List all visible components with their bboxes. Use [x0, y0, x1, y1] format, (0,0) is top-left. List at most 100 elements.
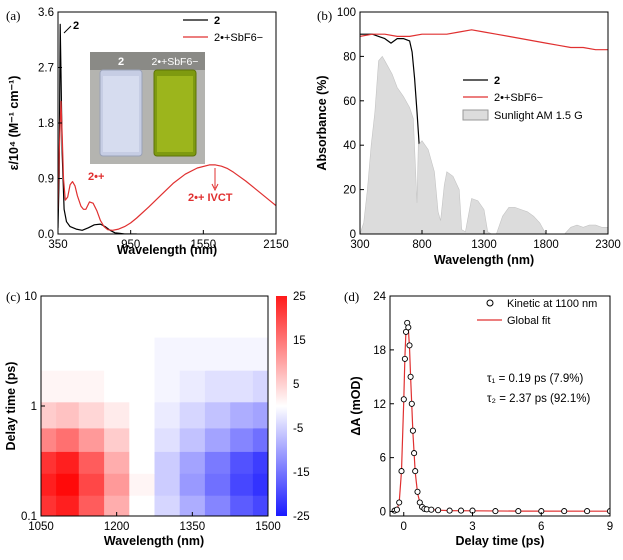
- panel-d-data-point: [406, 342, 413, 349]
- heatmap-cell: [78, 370, 105, 403]
- heatmap-cell: [154, 401, 181, 429]
- heatmap-cell: [129, 451, 156, 474]
- heatmap-cell: [129, 473, 156, 496]
- panel-d-ytick-label: 24: [373, 291, 386, 303]
- heatmap-cell: [104, 296, 130, 338]
- heatmap-cell: [78, 473, 105, 496]
- vial-photo-label-2: 2: [118, 56, 124, 68]
- heatmap-cell: [179, 337, 206, 371]
- heatmap-cell: [104, 451, 130, 474]
- heatmap-cell: [179, 495, 206, 516]
- colorbar-tick-label: -5: [293, 423, 303, 435]
- heatmap-cell: [56, 370, 80, 403]
- panel-d-data-point: [435, 507, 442, 514]
- panel-d-xlabel: Delay time (ps): [456, 534, 545, 548]
- heatmap-cell: [154, 370, 181, 403]
- panel-d-ytick-label: 12: [373, 399, 386, 411]
- heatmap-cell: [154, 427, 181, 452]
- heatmap-cell: [179, 401, 206, 429]
- panel-d-data-point: [400, 396, 407, 403]
- colorbar: [276, 296, 287, 516]
- panel-d-data-point: [457, 507, 465, 514]
- heatmap-cell: [56, 337, 80, 371]
- annotation-2: 2: [73, 20, 79, 32]
- heatmap-cell: [252, 473, 268, 496]
- panel-b-series-line-1: [360, 29, 608, 51]
- panel-b-ytick-label: 20: [343, 185, 356, 197]
- tau2-annotation: τ₂ = 2.37 ps (92.1%): [487, 393, 590, 405]
- panel-d-data-point: [446, 507, 453, 514]
- heatmap-cell: [154, 473, 181, 496]
- heatmap-cell: [204, 337, 231, 371]
- panel-b-ytick-label: 100: [337, 7, 356, 19]
- vial-neutral-solution: [103, 76, 139, 152]
- panel-d-data-point: [492, 508, 499, 515]
- panel-c-heatmap: [41, 296, 268, 516]
- panel-a-ticks: 350 950 1550 2150 0.0 0.9 1.8 2.7 3.6: [38, 7, 289, 251]
- heatmap-cell: [104, 370, 130, 403]
- panel-a: (a) 350 950 1550 2150 0.0 0.9 1.8 2.7 3.6 Wavele…: [6, 7, 289, 257]
- heatmap-cell: [252, 495, 268, 516]
- vial-radical-solution: [157, 76, 193, 152]
- panel-c: (c) 1050 1200 1350 1500 0.1 1 10 Wavelength (n…: [4, 289, 310, 548]
- colorbar-ticks: 25 15 5 -5 -15 -25: [293, 291, 310, 523]
- heatmap-cell: [41, 495, 57, 516]
- panel-d-data-point: [393, 506, 400, 513]
- annotation-radical: 2•+: [88, 171, 104, 183]
- panel-d-data-point: [412, 468, 419, 475]
- panel-a-series-line-0: [58, 23, 137, 234]
- panel-d-ytick-label: 18: [373, 345, 386, 357]
- heatmap-cell: [230, 296, 254, 338]
- panel-d-ytick-label: 6: [380, 453, 386, 465]
- panel-b-plot: [360, 29, 608, 234]
- panel-d: (d) 0 3 6 9 0 6 12 18 24 Delay time (ps) ΔA (mOD…: [344, 289, 613, 548]
- panel-b-ytick-label: 80: [343, 51, 356, 63]
- panel-c-ylabel: Delay time (ps): [4, 362, 18, 451]
- panel-c-xtick-label: 1200: [104, 521, 130, 533]
- heatmap-cell: [56, 473, 80, 496]
- panel-d-legend-label-fit: Global fit: [507, 315, 550, 327]
- heatmap-cell: [230, 473, 254, 496]
- heatmap-cell: [56, 401, 80, 429]
- panel-d-legend-label-kinetic: Kinetic at 1100 nm: [507, 298, 597, 310]
- panel-d-data-point: [398, 468, 405, 475]
- heatmap-cell: [204, 427, 231, 452]
- panel-d-data-point: [401, 355, 408, 362]
- heatmap-cell: [204, 401, 231, 429]
- panel-a-label: (a): [6, 8, 20, 23]
- arrow-ivct-head: [211, 183, 219, 192]
- heatmap-cell: [129, 337, 156, 371]
- heatmap-cell: [129, 401, 156, 429]
- panel-d-data-point: [584, 508, 591, 515]
- panel-a-xtick-label: 1550: [191, 239, 217, 251]
- heatmap-cell: [179, 451, 206, 474]
- heatmap-cell: [230, 337, 254, 371]
- panel-d-xtick-label: 9: [607, 521, 613, 533]
- panel-d-data-point: [408, 400, 415, 407]
- heatmap-cell: [154, 337, 181, 371]
- panel-c-ytick-label: 0.1: [21, 511, 37, 523]
- panel-d-xtick-label: 6: [538, 521, 544, 533]
- colorbar-tick-label: 25: [293, 291, 306, 303]
- heatmap-cell: [179, 296, 206, 338]
- panel-a-legend-label-2: 2: [214, 15, 220, 27]
- heatmap-cell: [78, 451, 105, 474]
- heatmap-cell: [78, 495, 105, 516]
- heatmap-cell: [41, 337, 57, 371]
- panel-d-data-point: [414, 488, 421, 495]
- heatmap-cell: [104, 401, 130, 429]
- heatmap-cell: [129, 495, 156, 516]
- heatmap-cell: [204, 473, 231, 496]
- heatmap-cell: [252, 296, 268, 338]
- panel-b-xtick-label: 1300: [471, 239, 497, 251]
- panel-d-ticks: 0 3 6 9 0 6 12 18 24: [373, 291, 613, 533]
- panel-a-ytick-label: 2.7: [38, 63, 54, 75]
- heatmap-cell: [204, 451, 231, 474]
- panel-d-series-line-1: [392, 322, 610, 513]
- panel-a-annotations: 2 2•+ 2•+ IVCT: [63, 20, 233, 204]
- panel-a-ylabel: ε/10⁴ (M⁻¹ cm⁻¹): [7, 76, 21, 171]
- panel-b-legend-label-sunlight: Sunlight AM 1.5 G: [494, 110, 583, 122]
- panel-b-ytick-label: 0: [350, 229, 356, 241]
- heatmap-cell: [104, 337, 130, 371]
